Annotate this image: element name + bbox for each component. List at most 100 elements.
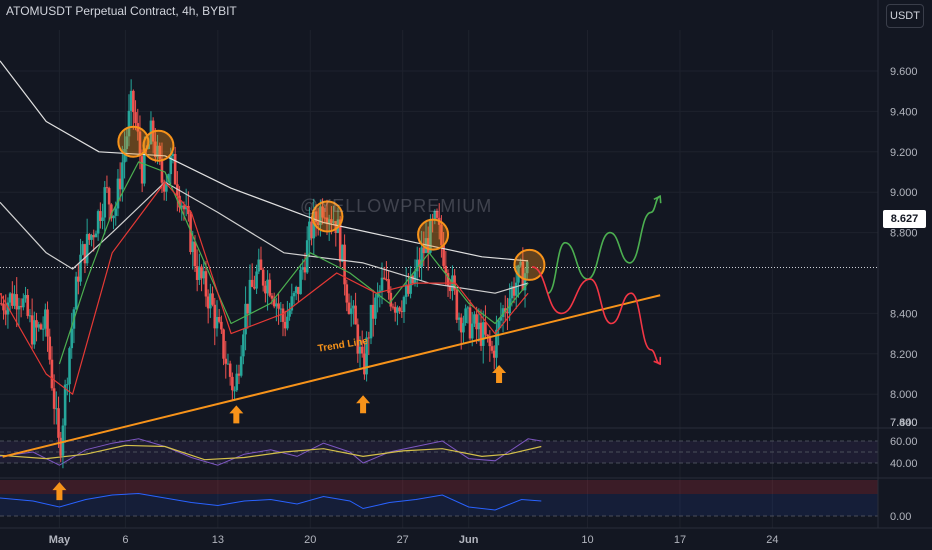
watermark-text: @YELLOWPREMIUM — [300, 196, 493, 216]
price-tick-label: 7.800 — [890, 417, 918, 429]
resistance-touch-circle — [513, 248, 546, 281]
candle-body — [55, 408, 58, 410]
candle-body — [301, 267, 305, 270]
price-tick-label: 8.200 — [890, 349, 918, 361]
candle-body — [303, 267, 307, 273]
support-arrow-icon — [52, 482, 67, 501]
candle-body — [514, 282, 518, 296]
price-tick-label: 9.000 — [890, 187, 918, 199]
candle-body — [424, 238, 428, 254]
candle-body — [343, 244, 346, 285]
price-tick-label: 8.800 — [890, 228, 918, 240]
rsi-tick-label: 40.00 — [890, 458, 918, 470]
candle-body — [224, 358, 228, 364]
candle-body — [77, 276, 80, 282]
candle-body — [112, 215, 115, 219]
candle-body — [178, 195, 181, 208]
candle-body — [165, 181, 168, 192]
candle-body — [59, 437, 63, 456]
candle-body — [2, 303, 5, 311]
price-tick-label: 9.600 — [890, 66, 918, 78]
currency-button[interactable]: USDT — [886, 4, 924, 28]
candle-body — [246, 303, 250, 314]
candle-body — [96, 211, 100, 234]
candle-body — [79, 254, 82, 282]
candle-body — [435, 210, 439, 218]
candle-body — [275, 303, 278, 307]
candle-body — [279, 308, 283, 310]
oscillator-upper-band — [0, 480, 878, 494]
candle-body — [202, 271, 206, 279]
oscillator-lower-band — [0, 494, 878, 516]
candle-body — [193, 241, 197, 267]
candle-body — [198, 266, 201, 280]
candle-body — [167, 174, 170, 182]
candle-body — [402, 296, 406, 313]
candle-body — [358, 346, 362, 354]
price-tick-label: 9.200 — [890, 147, 918, 159]
candle-body — [354, 305, 357, 325]
time-tick-label: 6 — [122, 534, 128, 546]
candle-body — [462, 323, 465, 333]
candle-body — [169, 156, 173, 175]
candle-body — [70, 328, 74, 349]
candle-body — [319, 206, 322, 226]
candle-body — [235, 373, 239, 391]
candle-body — [371, 304, 375, 319]
candle-body — [127, 110, 131, 137]
candle-body — [244, 303, 247, 335]
candle-body — [464, 308, 467, 324]
candle-body — [473, 314, 476, 324]
candle-body — [187, 205, 190, 215]
candle-body — [389, 292, 393, 307]
rsi-line — [0, 438, 542, 466]
candle-body — [365, 337, 368, 375]
price-tick-label: 8.000 — [890, 389, 918, 401]
candle-body — [134, 112, 137, 124]
candle-body — [310, 221, 313, 239]
candle-body — [352, 305, 355, 309]
time-axis: May 6 13 20 27 Jun 10 17 24 — [0, 527, 932, 546]
candle-body — [6, 302, 10, 315]
price-tick-label: 8.400 — [890, 308, 918, 320]
candle-body — [312, 211, 316, 239]
candle-body — [338, 219, 342, 262]
candle-body — [37, 324, 41, 328]
candle-body — [129, 90, 133, 111]
candle-body — [468, 307, 472, 339]
candle-body — [233, 390, 236, 392]
candle-body — [286, 316, 289, 329]
candle-body — [184, 205, 188, 210]
candle-body — [171, 154, 175, 157]
candle-body — [519, 261, 522, 266]
candle-body — [206, 296, 210, 309]
candle-body — [341, 244, 344, 262]
candle-body — [499, 317, 503, 321]
candle-body — [266, 279, 269, 294]
rsi-panel: 60.00 40.00 — [0, 427, 932, 470]
candle-body — [429, 218, 432, 253]
candle-body — [30, 315, 34, 345]
candle-body — [446, 273, 450, 286]
resistance-touch-circle — [142, 129, 175, 162]
candle-body — [492, 350, 496, 358]
candle-body — [17, 305, 21, 310]
current-price-label: 8.627 — [883, 210, 926, 228]
support-arrow-icon — [229, 405, 244, 424]
time-tick-label: Jun — [459, 534, 479, 546]
candle-body — [200, 266, 203, 279]
candle-body — [466, 307, 470, 309]
candle-body — [191, 241, 195, 253]
candle-body — [299, 269, 302, 295]
candle-body — [385, 279, 388, 281]
candle-body — [382, 277, 386, 280]
candle-body — [57, 408, 60, 438]
resistance-touch-circle — [311, 200, 344, 233]
candle-body — [501, 308, 505, 318]
candle-body — [68, 348, 71, 385]
candle-body — [257, 259, 261, 272]
candle-body — [433, 210, 437, 221]
candle-body — [270, 295, 274, 299]
candle-body — [22, 298, 25, 308]
